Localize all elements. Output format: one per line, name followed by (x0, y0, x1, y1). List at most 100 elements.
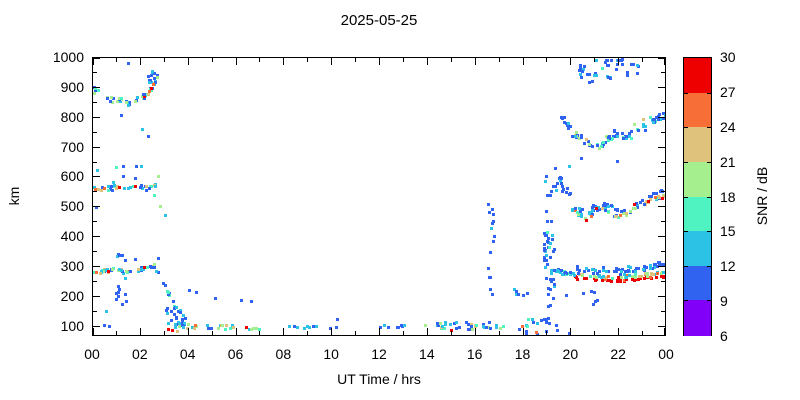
data-point (627, 268, 630, 272)
data-point (145, 185, 149, 189)
tick-mark (661, 311, 665, 312)
data-point (127, 186, 131, 190)
data-point (114, 298, 118, 301)
data-point (116, 99, 120, 103)
data-point (109, 99, 112, 103)
data-point (601, 279, 605, 283)
data-point (119, 97, 123, 101)
data-point (147, 134, 150, 138)
data-point (146, 74, 150, 78)
data-point (579, 214, 583, 218)
data-point (644, 271, 648, 275)
data-point (559, 268, 563, 272)
data-point (183, 316, 187, 320)
data-point (564, 190, 568, 194)
data-point (627, 135, 631, 139)
data-point (164, 284, 168, 288)
data-point (553, 285, 556, 289)
data-point (594, 278, 597, 282)
data-point (105, 310, 109, 314)
data-point (653, 272, 657, 276)
data-point (545, 318, 549, 322)
data-point (555, 189, 558, 192)
data-point (102, 186, 106, 190)
data-point (136, 96, 140, 99)
data-point (383, 324, 386, 328)
data-point (622, 272, 626, 276)
data-point (654, 195, 657, 199)
data-point (129, 185, 133, 189)
data-point (449, 322, 453, 326)
data-point (570, 135, 574, 139)
colorbar-segment (684, 196, 711, 232)
data-point (609, 203, 613, 207)
data-point (652, 191, 656, 195)
tick-mark (523, 328, 524, 335)
data-point (126, 62, 130, 66)
data-point (638, 201, 642, 205)
data-point (625, 134, 629, 138)
data-point (134, 100, 138, 104)
data-point (125, 270, 129, 274)
data-point (587, 80, 591, 84)
data-point (665, 190, 666, 193)
data-point (180, 324, 184, 328)
data-point (576, 134, 579, 138)
data-point (153, 194, 156, 198)
tick-mark (427, 328, 428, 335)
data-point (482, 323, 485, 327)
data-point (186, 326, 190, 330)
data-point (221, 324, 225, 328)
data-point (596, 275, 600, 279)
data-point (608, 76, 612, 80)
data-point (153, 81, 157, 85)
data-point (581, 67, 585, 71)
data-point (118, 267, 122, 271)
tick-mark (93, 221, 97, 222)
data-point (182, 326, 186, 330)
data-point (495, 325, 498, 329)
data-point (576, 271, 580, 275)
data-point (597, 206, 601, 209)
data-point (576, 264, 580, 268)
tick-mark (475, 328, 476, 335)
data-point (111, 101, 115, 104)
data-point (613, 129, 617, 133)
data-point (545, 194, 549, 198)
data-point (567, 331, 571, 335)
data-point (589, 289, 593, 293)
data-point (401, 325, 405, 329)
tick-mark (661, 281, 665, 282)
data-point (618, 272, 622, 276)
tick-mark (379, 328, 380, 335)
tick-mark (658, 206, 665, 207)
data-point (602, 203, 606, 207)
data-point (539, 319, 543, 323)
tick-mark (594, 58, 595, 62)
tick-mark (93, 296, 100, 297)
data-point (548, 278, 552, 282)
data-point (147, 80, 151, 84)
data-point (295, 326, 299, 330)
data-point (662, 195, 665, 198)
data-point (579, 157, 583, 161)
data-point (110, 188, 114, 192)
data-point (524, 329, 528, 333)
data-point (649, 116, 653, 120)
tick-mark (661, 72, 665, 73)
data-point (587, 142, 591, 146)
data-point (648, 197, 652, 201)
data-point (562, 121, 566, 125)
tick-mark (188, 328, 189, 335)
data-point (601, 142, 605, 146)
data-point (632, 202, 636, 206)
x-tick-label: 22 (610, 346, 626, 362)
data-point (494, 323, 498, 327)
tick-mark (570, 58, 571, 65)
data-point (166, 292, 170, 296)
tick-mark (658, 58, 665, 59)
data-point (603, 201, 607, 205)
data-point (621, 63, 624, 67)
data-point (128, 270, 132, 274)
data-point (622, 212, 626, 216)
